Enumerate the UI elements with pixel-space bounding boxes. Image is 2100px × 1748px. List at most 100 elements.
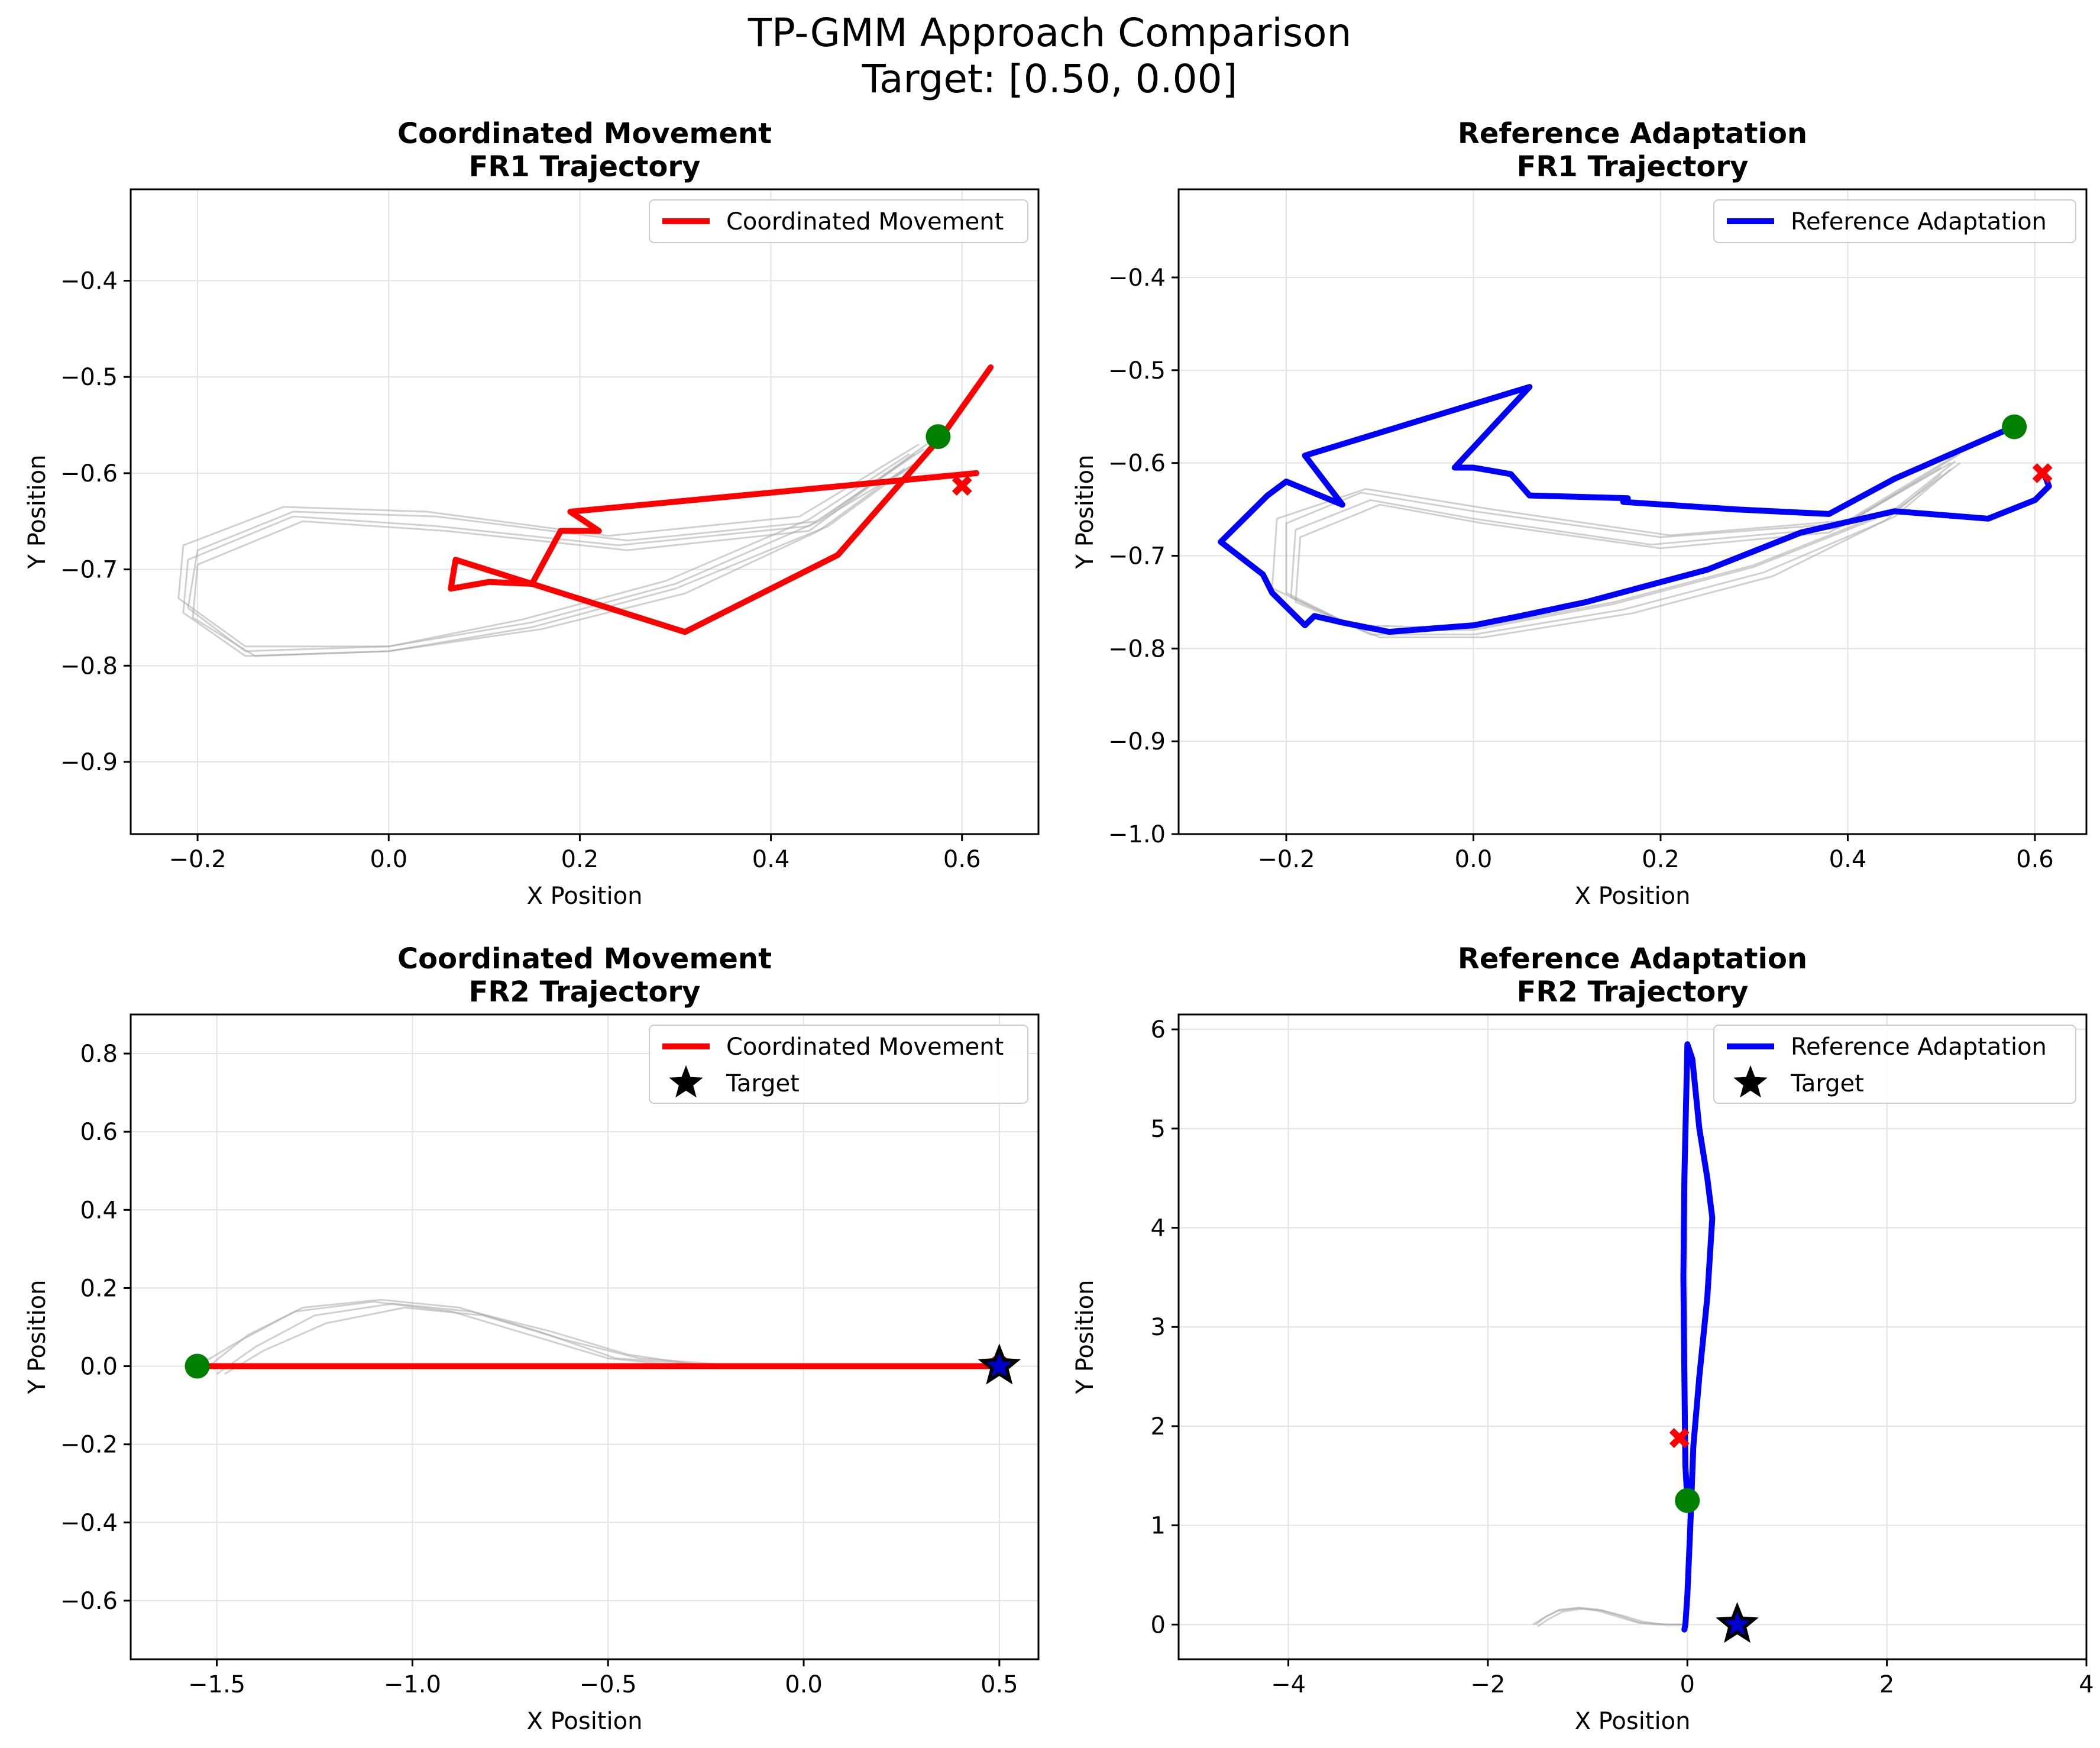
legend-label: Coordinated Movement: [726, 208, 1004, 235]
panel-title-line1: Coordinated Movement: [397, 942, 772, 975]
panel-title-line1: Coordinated Movement: [397, 117, 772, 150]
panel-title-line2: FR2 Trajectory: [1517, 975, 1749, 1009]
y-axis-label: Y Position: [24, 1280, 51, 1395]
x-tick-label: 2: [1879, 1671, 1894, 1698]
legend-target-label: Target: [1790, 1070, 1864, 1097]
demo-trajectory-line: [1285, 453, 1961, 631]
axes-frame: [130, 1013, 1040, 1660]
x-axis-label: X Position: [1575, 1708, 1691, 1735]
y-axis-label: Y Position: [24, 455, 51, 570]
y-tick-label: −0.8: [1108, 635, 1166, 663]
y-tick-label: 0.8: [80, 1041, 118, 1068]
x-tick-label: 0: [1680, 1671, 1695, 1698]
x-tick-label: 0.6: [943, 846, 981, 873]
end-marker: [2032, 463, 2053, 483]
y-tick-label: −0.9: [1108, 728, 1166, 755]
y-tick-label: −0.7: [60, 557, 118, 584]
x-tick-label: −1.5: [188, 1671, 245, 1698]
legend: Coordinated Movement: [649, 199, 1028, 243]
x-axis-label: X Position: [1575, 883, 1691, 910]
x-tick-label: 4: [2079, 1671, 2093, 1698]
x-tick-label: −0.2: [169, 846, 226, 873]
x-tick-label: 0.4: [752, 846, 790, 873]
y-tick-label: 0.0: [80, 1353, 118, 1381]
y-tick-label: 2: [1151, 1413, 1166, 1440]
legend-box: [1713, 199, 2076, 243]
demo-trajectory-line: [182, 448, 924, 657]
y-tick-label: −0.6: [60, 1588, 118, 1615]
x-tick-label: −0.2: [1257, 846, 1315, 873]
legend-box: [649, 1025, 1028, 1104]
y-tick-label: −0.5: [60, 364, 118, 391]
demo-trajectory-line: [187, 438, 934, 652]
y-tick-label: 3: [1151, 1314, 1166, 1341]
y-tick-label: −0.6: [1108, 450, 1166, 477]
y-tick-label: −0.7: [1108, 542, 1166, 570]
series-line: [448, 364, 994, 635]
legend-target-label: Target: [726, 1070, 800, 1097]
x-tick-label: −1.0: [384, 1671, 441, 1698]
end-marker: [1669, 1428, 1690, 1448]
series-line: [1680, 1041, 1716, 1633]
legend-box: [1713, 1025, 2076, 1104]
y-tick-label: 6: [1151, 1016, 1166, 1043]
y-tick-label: −0.4: [60, 268, 118, 295]
y-tick-label: −0.6: [60, 460, 118, 487]
y-tick-label: 0.4: [80, 1197, 118, 1224]
target-marker: [1716, 1602, 1759, 1643]
demo-trajectory-line: [1295, 467, 1942, 638]
y-tick-label: −1.0: [1108, 821, 1166, 848]
panel-reference-fr2: Reference Adaptation FR2 Trajectory −4 −2 0 2…: [1072, 942, 2094, 1735]
x-tick-label: 0.2: [561, 846, 599, 873]
axes-frame: [130, 188, 1040, 835]
y-axis-label: Y Position: [1072, 455, 1099, 570]
y-tick-label: 0: [1151, 1611, 1166, 1639]
legend-target-star: [1733, 1065, 1768, 1098]
legend: Coordinated Movement Target: [649, 1025, 1028, 1104]
demo-trajectory-line: [216, 1303, 706, 1375]
legend-target-star: [669, 1065, 703, 1098]
end-marker: [952, 476, 972, 496]
x-tick-label: −2: [1470, 1671, 1505, 1698]
demo-trajectory-line: [192, 453, 915, 657]
panel-title-line1: Reference Adaptation: [1458, 117, 1807, 150]
x-tick-label: 0.0: [370, 846, 407, 873]
demo-trajectory-line: [224, 1307, 745, 1375]
demo-trajectory-line: [177, 443, 920, 648]
x-tick-label: 0.2: [1642, 846, 1680, 873]
y-tick-label: 4: [1151, 1215, 1166, 1242]
start-marker: [926, 424, 951, 450]
legend-label: Reference Adaptation: [1791, 1033, 2047, 1061]
start-marker: [2002, 414, 2027, 440]
y-tick-label: 5: [1151, 1116, 1166, 1143]
panel-title-line2: FR1 Trajectory: [1517, 150, 1749, 183]
legend: Reference Adaptation Target: [1713, 1025, 2076, 1104]
demo-trajectory-line: [1535, 1607, 1688, 1626]
plot-area: [177, 364, 994, 657]
plot-area: [1218, 384, 2053, 638]
x-tick-label: 0.6: [2016, 846, 2054, 873]
panel-title-line2: FR2 Trajectory: [469, 975, 701, 1009]
y-tick-label: −0.9: [60, 749, 118, 776]
x-axis-label: X Position: [527, 1708, 643, 1735]
start-marker: [185, 1353, 210, 1379]
y-tick-label: −0.5: [1108, 357, 1166, 385]
axes-frame: [1177, 1013, 2088, 1660]
axes-frame: [1177, 188, 2088, 835]
y-tick-label: −0.4: [60, 1510, 118, 1537]
figure-suptitle-line1: TP-GMM Approach Comparison: [748, 10, 1352, 56]
plot-area: [185, 1298, 1021, 1385]
y-tick-label: 0.2: [80, 1275, 118, 1302]
y-tick-label: −0.8: [60, 652, 118, 680]
x-tick-label: 0.0: [785, 1671, 823, 1698]
x-tick-label: −4: [1271, 1671, 1306, 1698]
y-axis-label: Y Position: [1072, 1280, 1099, 1395]
demo-trajectory-line: [208, 1298, 726, 1367]
series-line: [1218, 384, 2052, 635]
target-marker: [978, 1343, 1021, 1385]
x-tick-label: 0.4: [1829, 846, 1867, 873]
